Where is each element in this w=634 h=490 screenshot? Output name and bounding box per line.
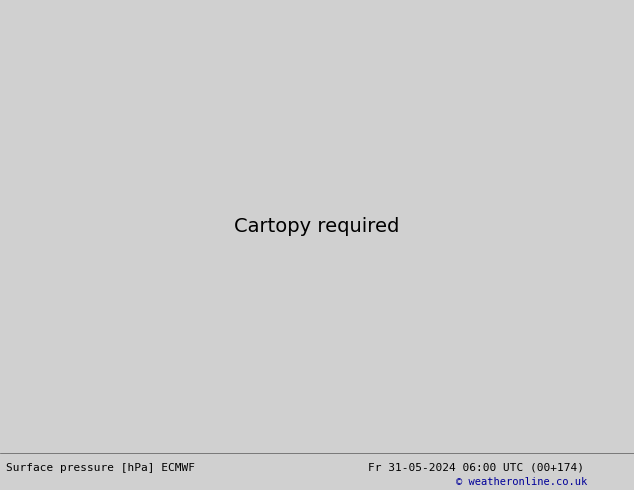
Text: © weatheronline.co.uk: © weatheronline.co.uk <box>456 477 588 487</box>
Text: Fr 31-05-2024 06:00 UTC (00+174): Fr 31-05-2024 06:00 UTC (00+174) <box>368 463 584 473</box>
Text: Cartopy required: Cartopy required <box>235 217 399 236</box>
Text: Surface pressure [hPa] ECMWF: Surface pressure [hPa] ECMWF <box>6 463 195 473</box>
